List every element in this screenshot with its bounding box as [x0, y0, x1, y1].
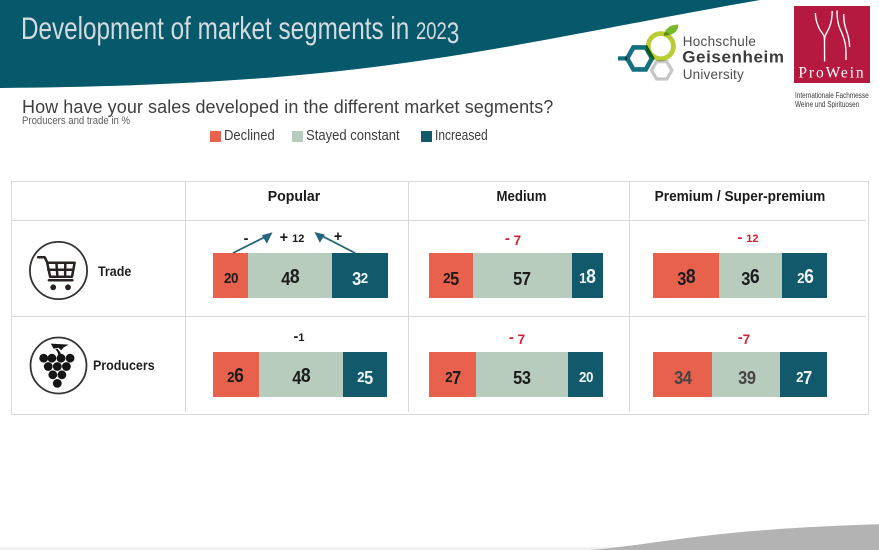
svg-text:Hochschule: Hochschule	[683, 34, 757, 49]
svg-text:University: University	[683, 67, 744, 82]
svg-text:ProWein: ProWein	[798, 65, 865, 82]
svg-text:Geisenheim: Geisenheim	[682, 48, 784, 67]
